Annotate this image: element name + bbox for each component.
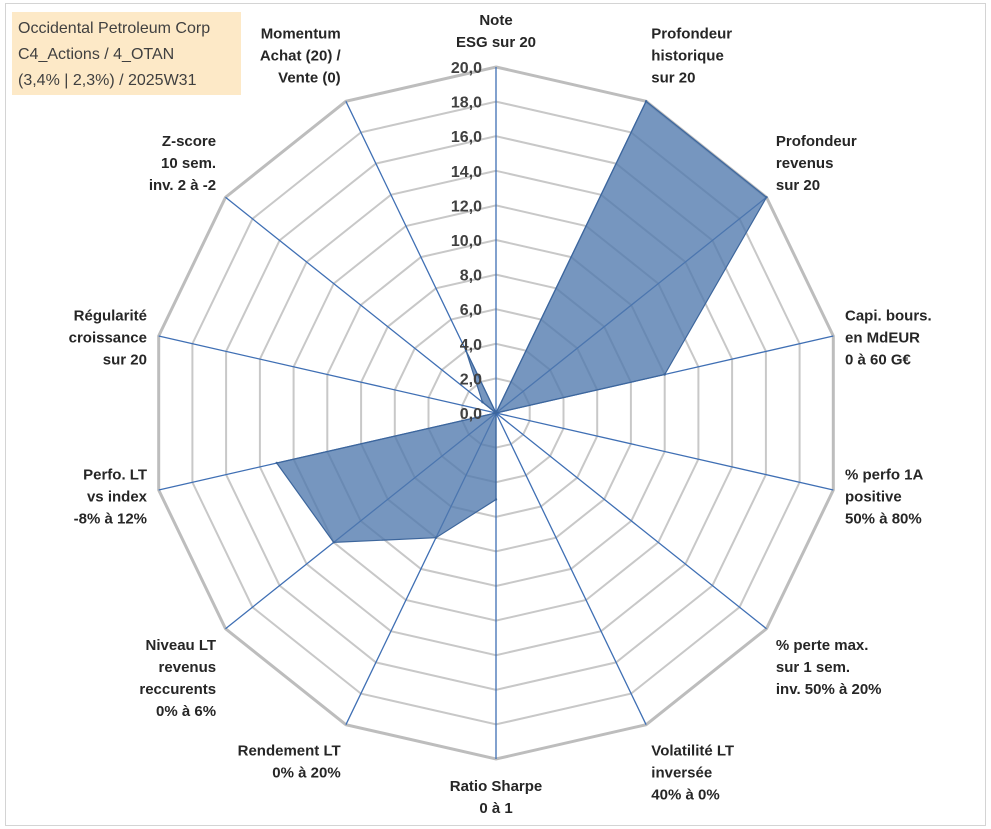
tick-label-7: 14,0: [451, 164, 482, 181]
axis-label-10-line-0: Perfo. LT: [83, 467, 147, 484]
axis-label-12-line-2: inv. 2 à -2: [149, 177, 216, 194]
chart-title-line-1: Occidental Petroleum Corp: [18, 20, 211, 37]
tick-label-5: 10,0: [451, 233, 482, 250]
axis-label-3-line-0: Capi. bours.: [845, 307, 932, 324]
spoke-4: [495, 412, 834, 491]
series-point-11: [494, 411, 498, 415]
axis-label-12-line-0: Z-score: [162, 133, 216, 150]
axis-label-12: Z-score 10 sem. inv. 2 à -2: [149, 133, 216, 194]
series-point-10: [275, 461, 278, 465]
tick-label-6: 12,0: [451, 198, 482, 215]
series-point-7: [494, 498, 498, 501]
axis-label-layer: Note ESG sur 20 Profondeur historique sur 20…: [69, 12, 932, 817]
axis-label-9-line-2: reccurents: [139, 681, 216, 698]
axis-label-7: Ratio Sharpe 0 à 1: [450, 778, 543, 817]
axis-label-4: % perfo 1A positive 50% à 80%: [845, 467, 924, 528]
axis-label-2: Profondeur revenus sur 20: [776, 133, 857, 194]
axis-label-8: Rendement LT 0% à 20%: [238, 743, 341, 782]
axis-label-5-line-0: % perte max.: [776, 637, 869, 654]
tick-label-0: 0,0: [460, 406, 482, 423]
series-layer: [275, 100, 768, 544]
axis-label-9-line-3: 0% à 6%: [156, 703, 216, 720]
axis-label-11-line-1: croissance: [69, 329, 147, 346]
tick-label-4: 8,0: [460, 268, 482, 285]
axis-label-2-line-2: sur 20: [776, 177, 820, 194]
chart-title-line-2: C4_Actions / 4_OTAN: [18, 46, 175, 63]
series-point-9: [332, 541, 335, 544]
spoke-12: [225, 196, 497, 414]
axis-label-10-line-1: vs index: [87, 489, 148, 506]
axis-label-6-line-2: 40% à 0%: [651, 787, 719, 804]
axis-label-13-line-1: Achat (20) /: [260, 48, 342, 65]
tick-label-10: 20,0: [451, 60, 482, 77]
axis-label-9-line-0: Niveau LT: [146, 637, 217, 654]
axis-label-1-line-0: Profondeur: [651, 26, 732, 43]
axis-label-0-line-0: Note: [479, 12, 512, 29]
axis-label-2-line-0: Profondeur: [776, 133, 857, 150]
spoke-6: [495, 412, 647, 725]
axis-label-10: Perfo. LT vs index -8% à 12%: [74, 467, 148, 528]
axis-label-12-line-1: 10 sem.: [161, 155, 216, 172]
tick-label-9: 18,0: [451, 95, 482, 112]
series-point-8: [434, 536, 438, 539]
axis-label-3: Capi. bours. en MdEUR 0 à 60 G€: [845, 307, 932, 368]
axis-label-8-line-0: Rendement LT: [238, 743, 341, 760]
tick-label-8: 16,0: [451, 129, 482, 146]
axis-label-2-line-1: revenus: [776, 155, 834, 172]
axis-label-13-line-2: Vente (0): [278, 70, 341, 87]
spoke-5: [495, 412, 767, 630]
axis-label-8-line-1: 0% à 20%: [272, 765, 340, 782]
axis-label-3-line-2: 0 à 60 G€: [845, 351, 912, 368]
axis-label-4-line-1: positive: [845, 489, 902, 506]
tick-label-3: 6,0: [460, 302, 482, 319]
tick-label-layer: 0,0 2,0 4,0 6,0 8,0 10,0 12,0 14,0 16,0 18,0 20,0: [451, 60, 482, 423]
axis-label-6: Volatilité LT inversée 40% à 0%: [651, 743, 734, 804]
series-point-1: [644, 100, 648, 103]
axis-label-13: Momentum Achat (20) / Vente (0): [260, 26, 342, 87]
axis-label-6-line-0: Volatilité LT: [651, 743, 734, 760]
axis-label-9-line-1: revenus: [159, 659, 217, 676]
chart-frame: [5, 3, 986, 826]
series-point-3: [663, 373, 666, 376]
axis-label-1-line-2: sur 20: [651, 70, 695, 87]
spoke-11: [158, 335, 497, 414]
axis-label-9: Niveau LT revenus reccurents 0% à 6%: [139, 637, 216, 720]
tick-label-1: 2,0: [460, 371, 482, 388]
axis-label-6-line-1: inversée: [651, 765, 712, 782]
axis-label-4-line-0: % perfo 1A: [845, 467, 924, 484]
axis-label-1-line-1: historique: [651, 48, 724, 65]
axis-label-7-line-0: Ratio Sharpe: [450, 778, 543, 795]
series-point-2: [765, 196, 768, 199]
series-point-12: [481, 401, 484, 404]
axis-label-3-line-1: en MdEUR: [845, 329, 920, 346]
axis-label-1: Profondeur historique sur 20: [651, 26, 732, 87]
axis-label-11-line-2: sur 20: [103, 351, 147, 368]
chart-title-box: Occidental Petroleum Corp C4_Actions / 4…: [12, 12, 241, 95]
axis-label-5-line-1: sur 1 sem.: [776, 659, 850, 676]
axis-label-10-line-2: -8% à 12%: [74, 511, 147, 528]
chart-title-line-3: (3,4% | 2,3%) / 2025W31: [18, 72, 197, 89]
axis-label-5-line-2: inv. 50% à 20%: [776, 681, 882, 698]
axis-label-13-line-0: Momentum: [261, 26, 341, 43]
axis-label-11-line-0: Régularité: [74, 307, 147, 324]
axis-label-11: Régularité croissance sur 20: [69, 307, 147, 368]
tick-label-2: 4,0: [460, 337, 482, 354]
series-point-13: [464, 349, 468, 352]
axis-label-0: Note ESG sur 20: [456, 12, 536, 51]
axis-label-4-line-2: 50% à 80%: [845, 511, 922, 528]
axis-label-0-line-1: ESG sur 20: [456, 34, 536, 51]
axis-label-5: % perte max. sur 1 sem. inv. 50% à 20%: [776, 637, 882, 698]
axis-label-7-line-1: 0 à 1: [479, 800, 512, 817]
